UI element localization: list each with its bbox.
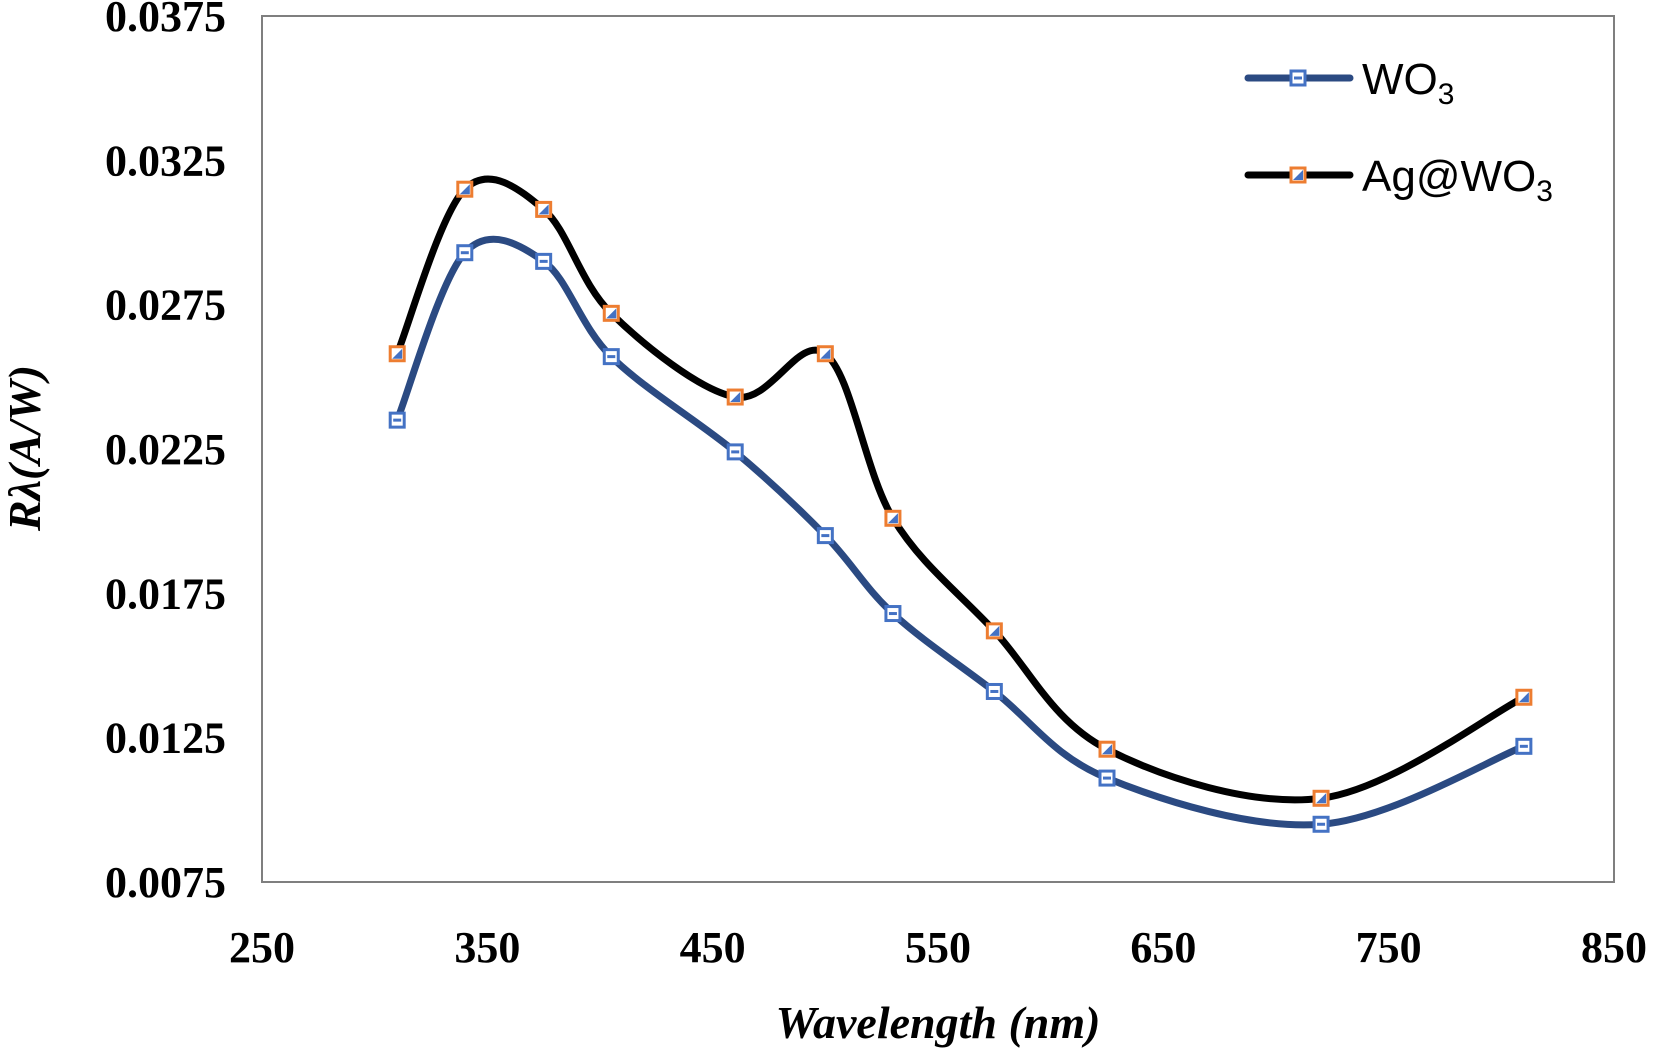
series-line-ag-wo3 [393,175,1528,804]
y-tick-label: 0.0175 [105,569,226,618]
data-point-ag-wo3 [602,304,620,322]
legend-marker [1289,69,1307,87]
x-tick-label: 550 [905,923,971,972]
data-point-ag-wo3 [816,345,834,363]
data-point-ag-wo3 [388,345,406,363]
legend-label: WO3 [1362,55,1454,111]
x-tick-label: 250 [229,923,295,972]
data-point-ag-wo3 [985,622,1003,640]
data-point-ag-wo3 [535,200,553,218]
y-tick-label: 0.0075 [105,858,226,907]
data-point-ag-wo3 [456,180,474,198]
y-tick-label: 0.0125 [105,714,226,763]
data-point-ag-wo3 [1515,688,1533,706]
series-layer [388,175,1533,833]
data-point-ag-wo3 [1312,789,1330,807]
data-point-wo3 [456,244,474,262]
y-tick-label: 0.0375 [105,0,226,41]
y-tick-label: 0.0225 [105,425,226,474]
data-point-wo3 [1312,815,1330,833]
data-point-wo3 [535,252,553,270]
data-point-wo3 [884,605,902,623]
y-tick-label: 0.0325 [105,136,226,185]
legend: WO3 Ag@WO3 [1244,55,1553,208]
x-tick-label: 450 [680,923,746,972]
x-tick-label: 350 [454,923,520,972]
y-axis-ticks: 0.0075 0.0125 0.0175 0.0225 0.0275 0.0325 0.03… [105,0,226,907]
x-tick-label: 650 [1130,923,1196,972]
data-point-wo3 [985,682,1003,700]
data-point-ag-wo3 [1098,740,1116,758]
data-point-wo3 [1515,737,1533,755]
legend-item-wo3: WO3 [1244,55,1454,111]
x-axis-title: Wavelength (nm) [776,997,1101,1048]
data-point-wo3 [602,348,620,366]
data-point-wo3 [726,443,744,461]
data-point-wo3 [1098,769,1116,787]
data-point-wo3 [816,527,834,545]
x-axis-ticks: 250 350 450 550 650 750 850 [229,923,1647,972]
data-point-wo3 [388,411,406,429]
x-tick-label: 850 [1581,923,1647,972]
y-tick-label: 0.0275 [105,281,226,330]
legend-label: Ag@WO3 [1362,152,1553,208]
legend-marker [1289,166,1307,184]
x-tick-label: 750 [1356,923,1422,972]
y-axis-title: Rλ(A/W) [0,365,50,532]
data-point-ag-wo3 [726,388,744,406]
legend-item-ag-wo3: Ag@WO3 [1244,152,1553,208]
data-point-ag-wo3 [884,509,902,527]
plot-area [261,15,1615,883]
